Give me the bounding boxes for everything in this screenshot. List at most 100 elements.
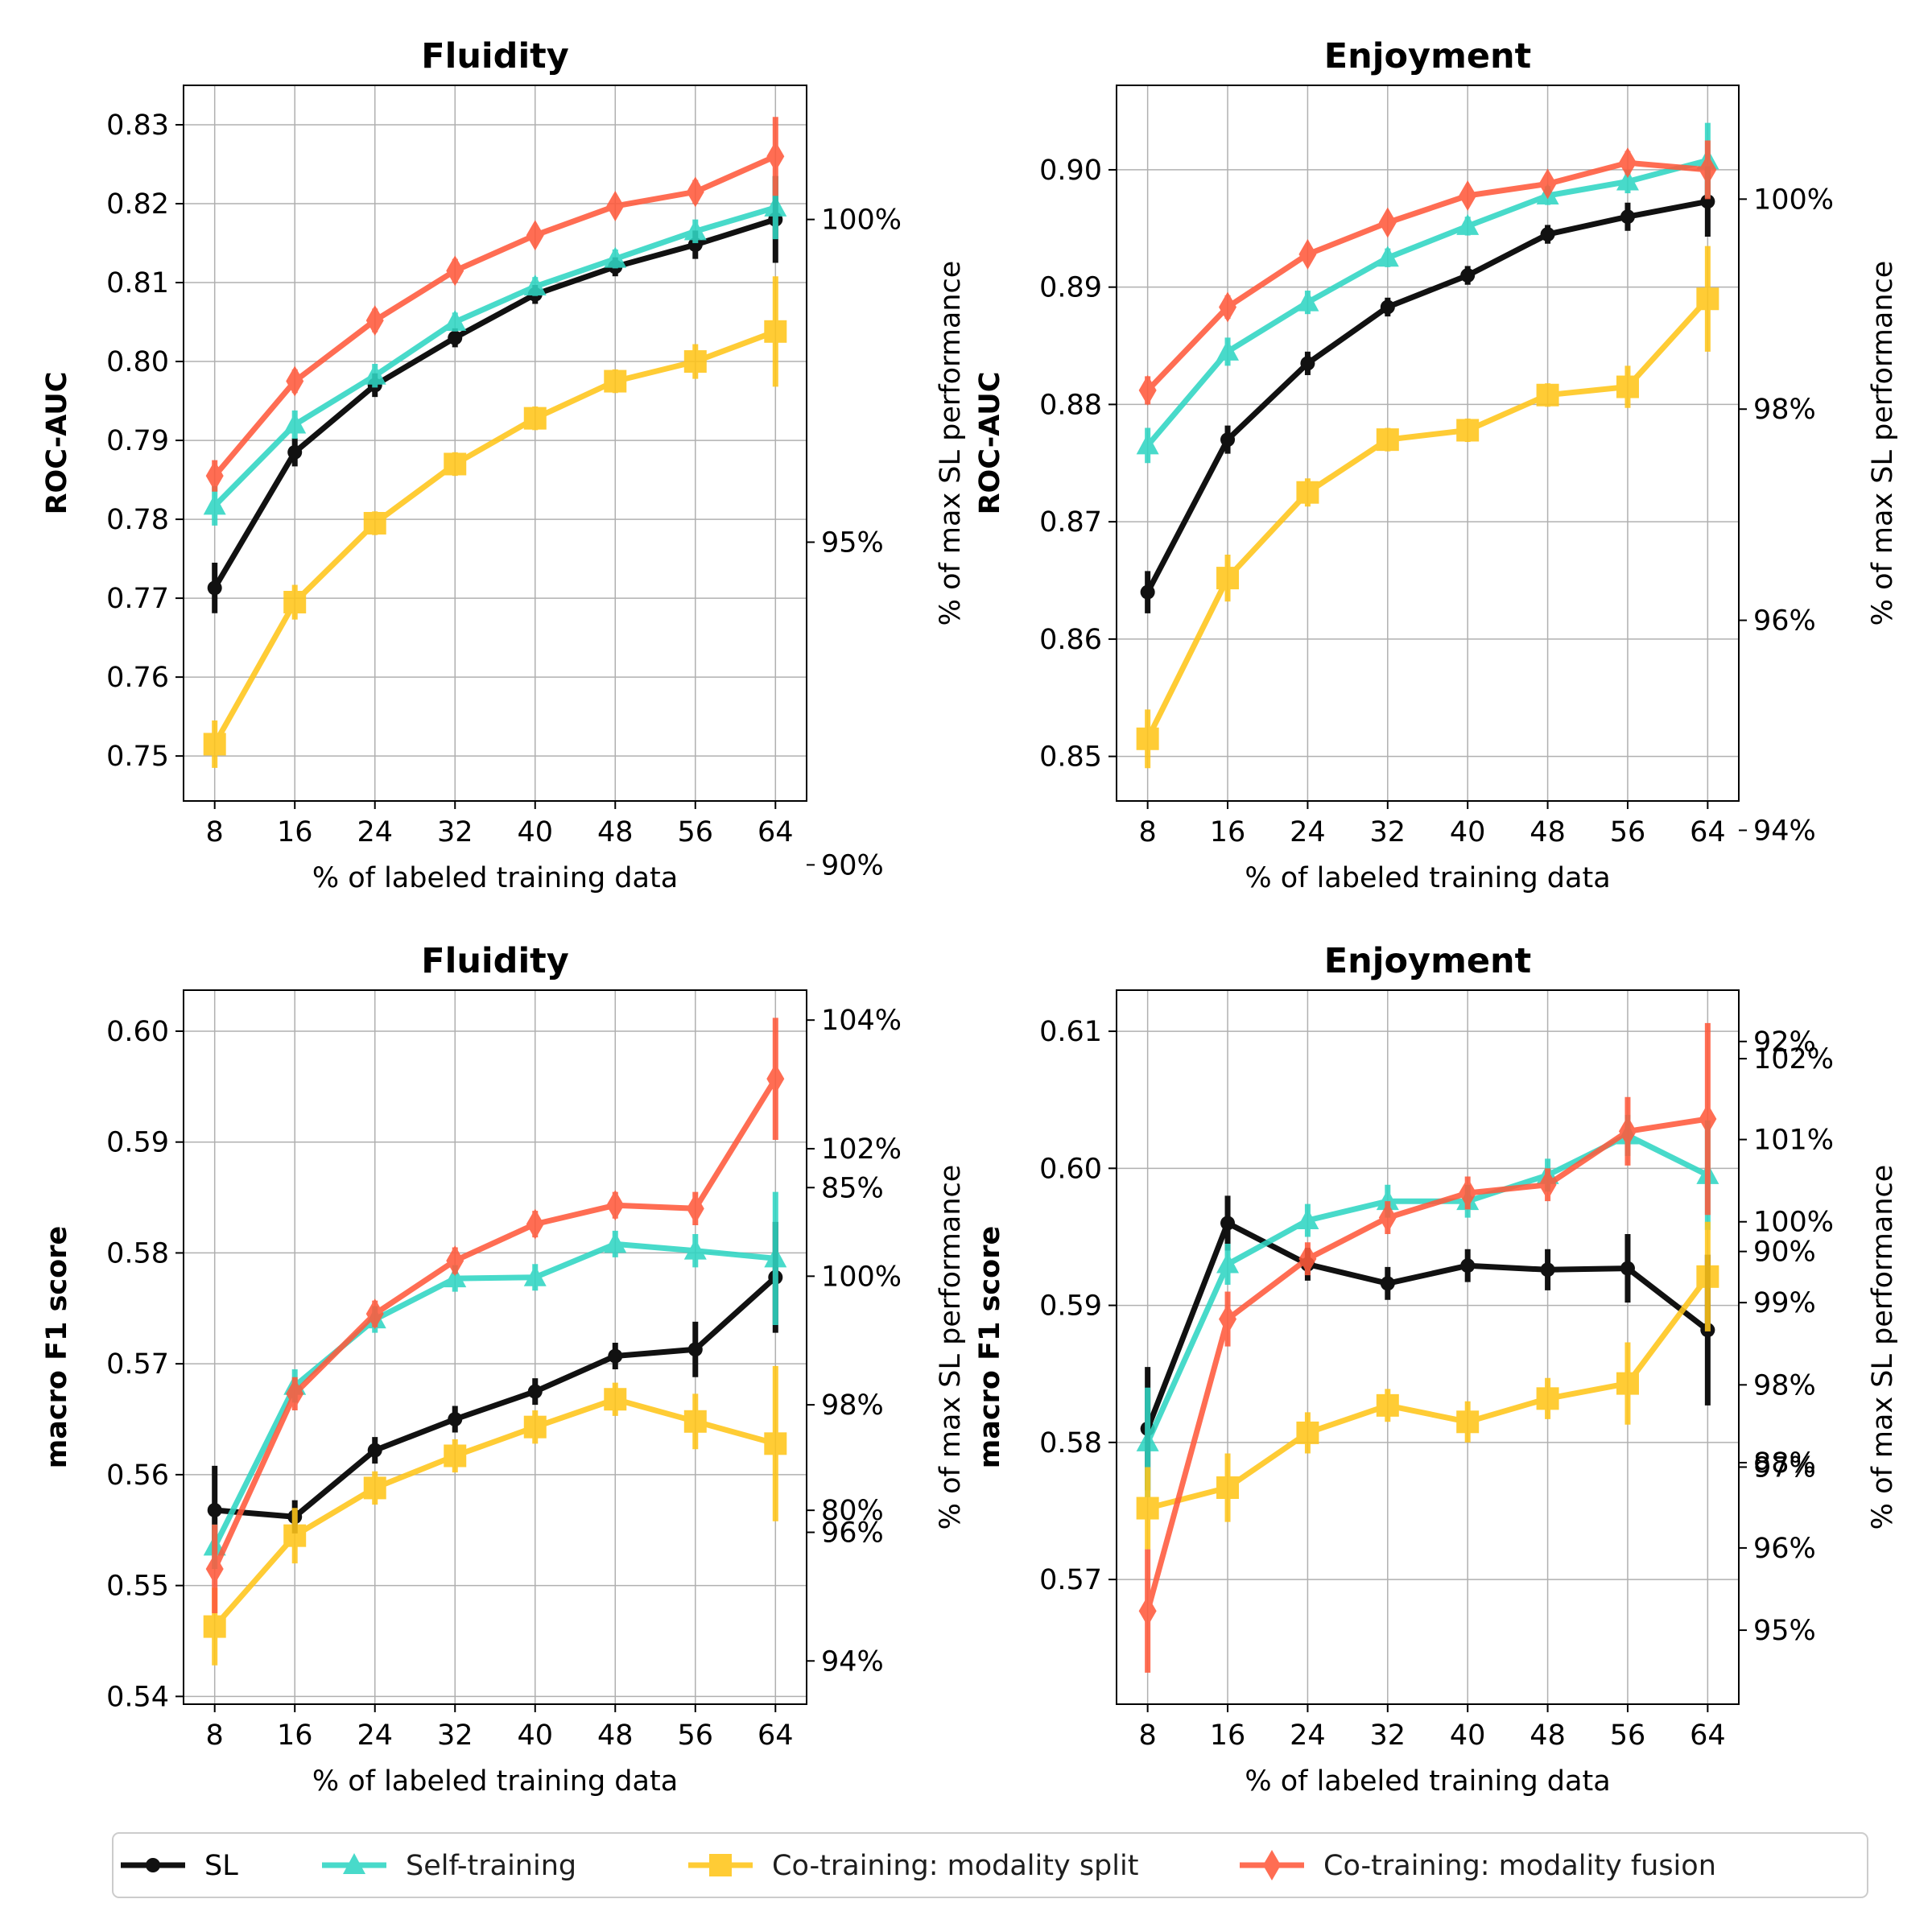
x-tick-label: 8	[206, 1719, 224, 1752]
series-line	[213, 204, 777, 508]
chart-panel-1: 8 16 24 32 40 48 56 64 0.75 0.76 0.77 0.78 0.79 0.80 0…	[41, 36, 967, 1527]
data-point	[523, 274, 547, 295]
y2-axis-label: % of max SL performance	[1867, 261, 1899, 626]
data-point	[604, 246, 627, 268]
data-point	[687, 237, 703, 252]
series-line	[212, 1241, 776, 1548]
data-point	[1136, 433, 1159, 455]
series-sl	[1140, 166, 1715, 613]
series-line	[212, 1077, 778, 1571]
data-point	[286, 1378, 304, 1410]
y-tick-label: 0.77	[106, 583, 169, 615]
series-line	[1145, 1116, 1708, 1612]
y-tick-label: 0.83	[106, 109, 169, 142]
x-axis-label: % of labeled training data	[312, 1765, 678, 1798]
y2-tick-label: 100%	[1753, 184, 1834, 216]
data-point	[1616, 1372, 1639, 1395]
legend-marker	[709, 1854, 732, 1876]
y-tick-label: 0.85	[1039, 741, 1102, 774]
series-co-training-modality-split	[1136, 246, 1719, 769]
data-point	[764, 320, 787, 343]
x-tick-label: 24	[1290, 816, 1326, 848]
y2-axis-label: % of max SL performance	[935, 1165, 967, 1530]
data-point	[286, 365, 304, 397]
data-point	[1220, 1216, 1236, 1231]
data-point	[1298, 238, 1317, 270]
series-line	[1146, 157, 1709, 448]
data-point	[1216, 339, 1240, 361]
data-point	[523, 1415, 547, 1439]
x-tick-label: 56	[1610, 816, 1646, 848]
y-axis-label: ROC-AUC	[974, 372, 1006, 515]
chart-panel-3: 8 16 24 32 40 48 56 64 0.54 0.55 0.56 0.57 0.58 0.59 0…	[41, 941, 967, 1798]
data-point	[1296, 290, 1319, 312]
data-point	[287, 444, 303, 460]
data-point	[1618, 1116, 1637, 1147]
x-tick-label: 8	[206, 816, 224, 848]
data-point	[604, 369, 627, 393]
data-point	[1456, 1410, 1480, 1434]
data-point	[1699, 1104, 1717, 1135]
x-tick-label: 24	[357, 816, 393, 848]
gridlines	[1117, 85, 1739, 801]
y2-tick-label: 100%	[821, 1261, 902, 1293]
y-tick-label: 0.89	[1039, 272, 1102, 304]
data-point	[363, 1476, 386, 1500]
y2-tick-label: 99%	[1753, 1287, 1816, 1319]
data-point	[1538, 168, 1557, 200]
data-point	[1376, 1393, 1399, 1417]
legend-label: Self-training	[406, 1850, 576, 1882]
data-point	[526, 1208, 544, 1240]
data-point	[1696, 1265, 1719, 1288]
data-point	[1540, 227, 1555, 242]
data-point	[1376, 1189, 1399, 1211]
x-tick-label: 64	[1690, 816, 1726, 848]
data-point	[1376, 428, 1399, 452]
series-line	[1145, 198, 1708, 594]
y2-tick-label: 96%	[821, 1517, 884, 1550]
y2-tick-label: 94%	[1753, 815, 1816, 847]
y2-tick-label: 94%	[821, 1645, 884, 1678]
x-tick-label: 48	[597, 1719, 634, 1752]
y-tick-label: 0.76	[106, 662, 169, 694]
data-point	[1296, 481, 1319, 504]
data-point	[1700, 194, 1715, 209]
legend-item-co-training-modality-fusion: Co-training: modality fusion	[1240, 1850, 1716, 1882]
data-point	[446, 1245, 464, 1277]
y2-tick-label: 102%	[1753, 1043, 1834, 1075]
y2-tick-label: 92%	[1753, 1026, 1816, 1059]
data-point	[363, 511, 386, 535]
x-tick-label: 8	[1139, 816, 1157, 848]
x-tick-label: 24	[357, 1719, 393, 1752]
data-point	[1378, 1202, 1397, 1233]
y-tick-label: 0.78	[106, 504, 169, 536]
x-tick-label: 56	[678, 1719, 714, 1752]
series-co-training-modality-split	[203, 276, 787, 768]
data-point	[363, 363, 386, 385]
legend-label: Co-training: modality fusion	[1323, 1850, 1716, 1882]
data-point	[1140, 584, 1155, 600]
series-line	[214, 1275, 778, 1520]
data-point	[604, 1388, 627, 1411]
y-tick-label: 0.55	[106, 1571, 169, 1603]
axes-frame	[183, 989, 807, 1705]
y2-tick-label: 95%	[821, 527, 884, 559]
legend-item-co-training-modality-split: Co-training: modality split	[688, 1850, 1138, 1882]
data-point	[1616, 169, 1639, 191]
x-tick-label: 48	[1530, 1719, 1566, 1752]
data-point	[1536, 1387, 1559, 1410]
data-point	[606, 1190, 625, 1221]
y2-tick-label: 90%	[1753, 1236, 1816, 1269]
y2-axis-label: % of max SL performance	[1867, 1165, 1899, 1530]
axes-frame	[1116, 85, 1740, 802]
data-point	[1298, 1243, 1317, 1274]
data-point	[444, 452, 467, 476]
x-tick-label: 32	[1370, 816, 1406, 848]
y2-tick-label: 96%	[1753, 605, 1816, 638]
y-tick-label: 0.58	[1039, 1427, 1102, 1459]
data-point	[207, 1502, 222, 1517]
x-axis-label: % of labeled training data	[1245, 1765, 1610, 1798]
legend: SL Self-training Co-training: modality spl…	[112, 1832, 1868, 1898]
series-line	[1145, 1220, 1710, 1430]
data-point	[1459, 180, 1477, 211]
